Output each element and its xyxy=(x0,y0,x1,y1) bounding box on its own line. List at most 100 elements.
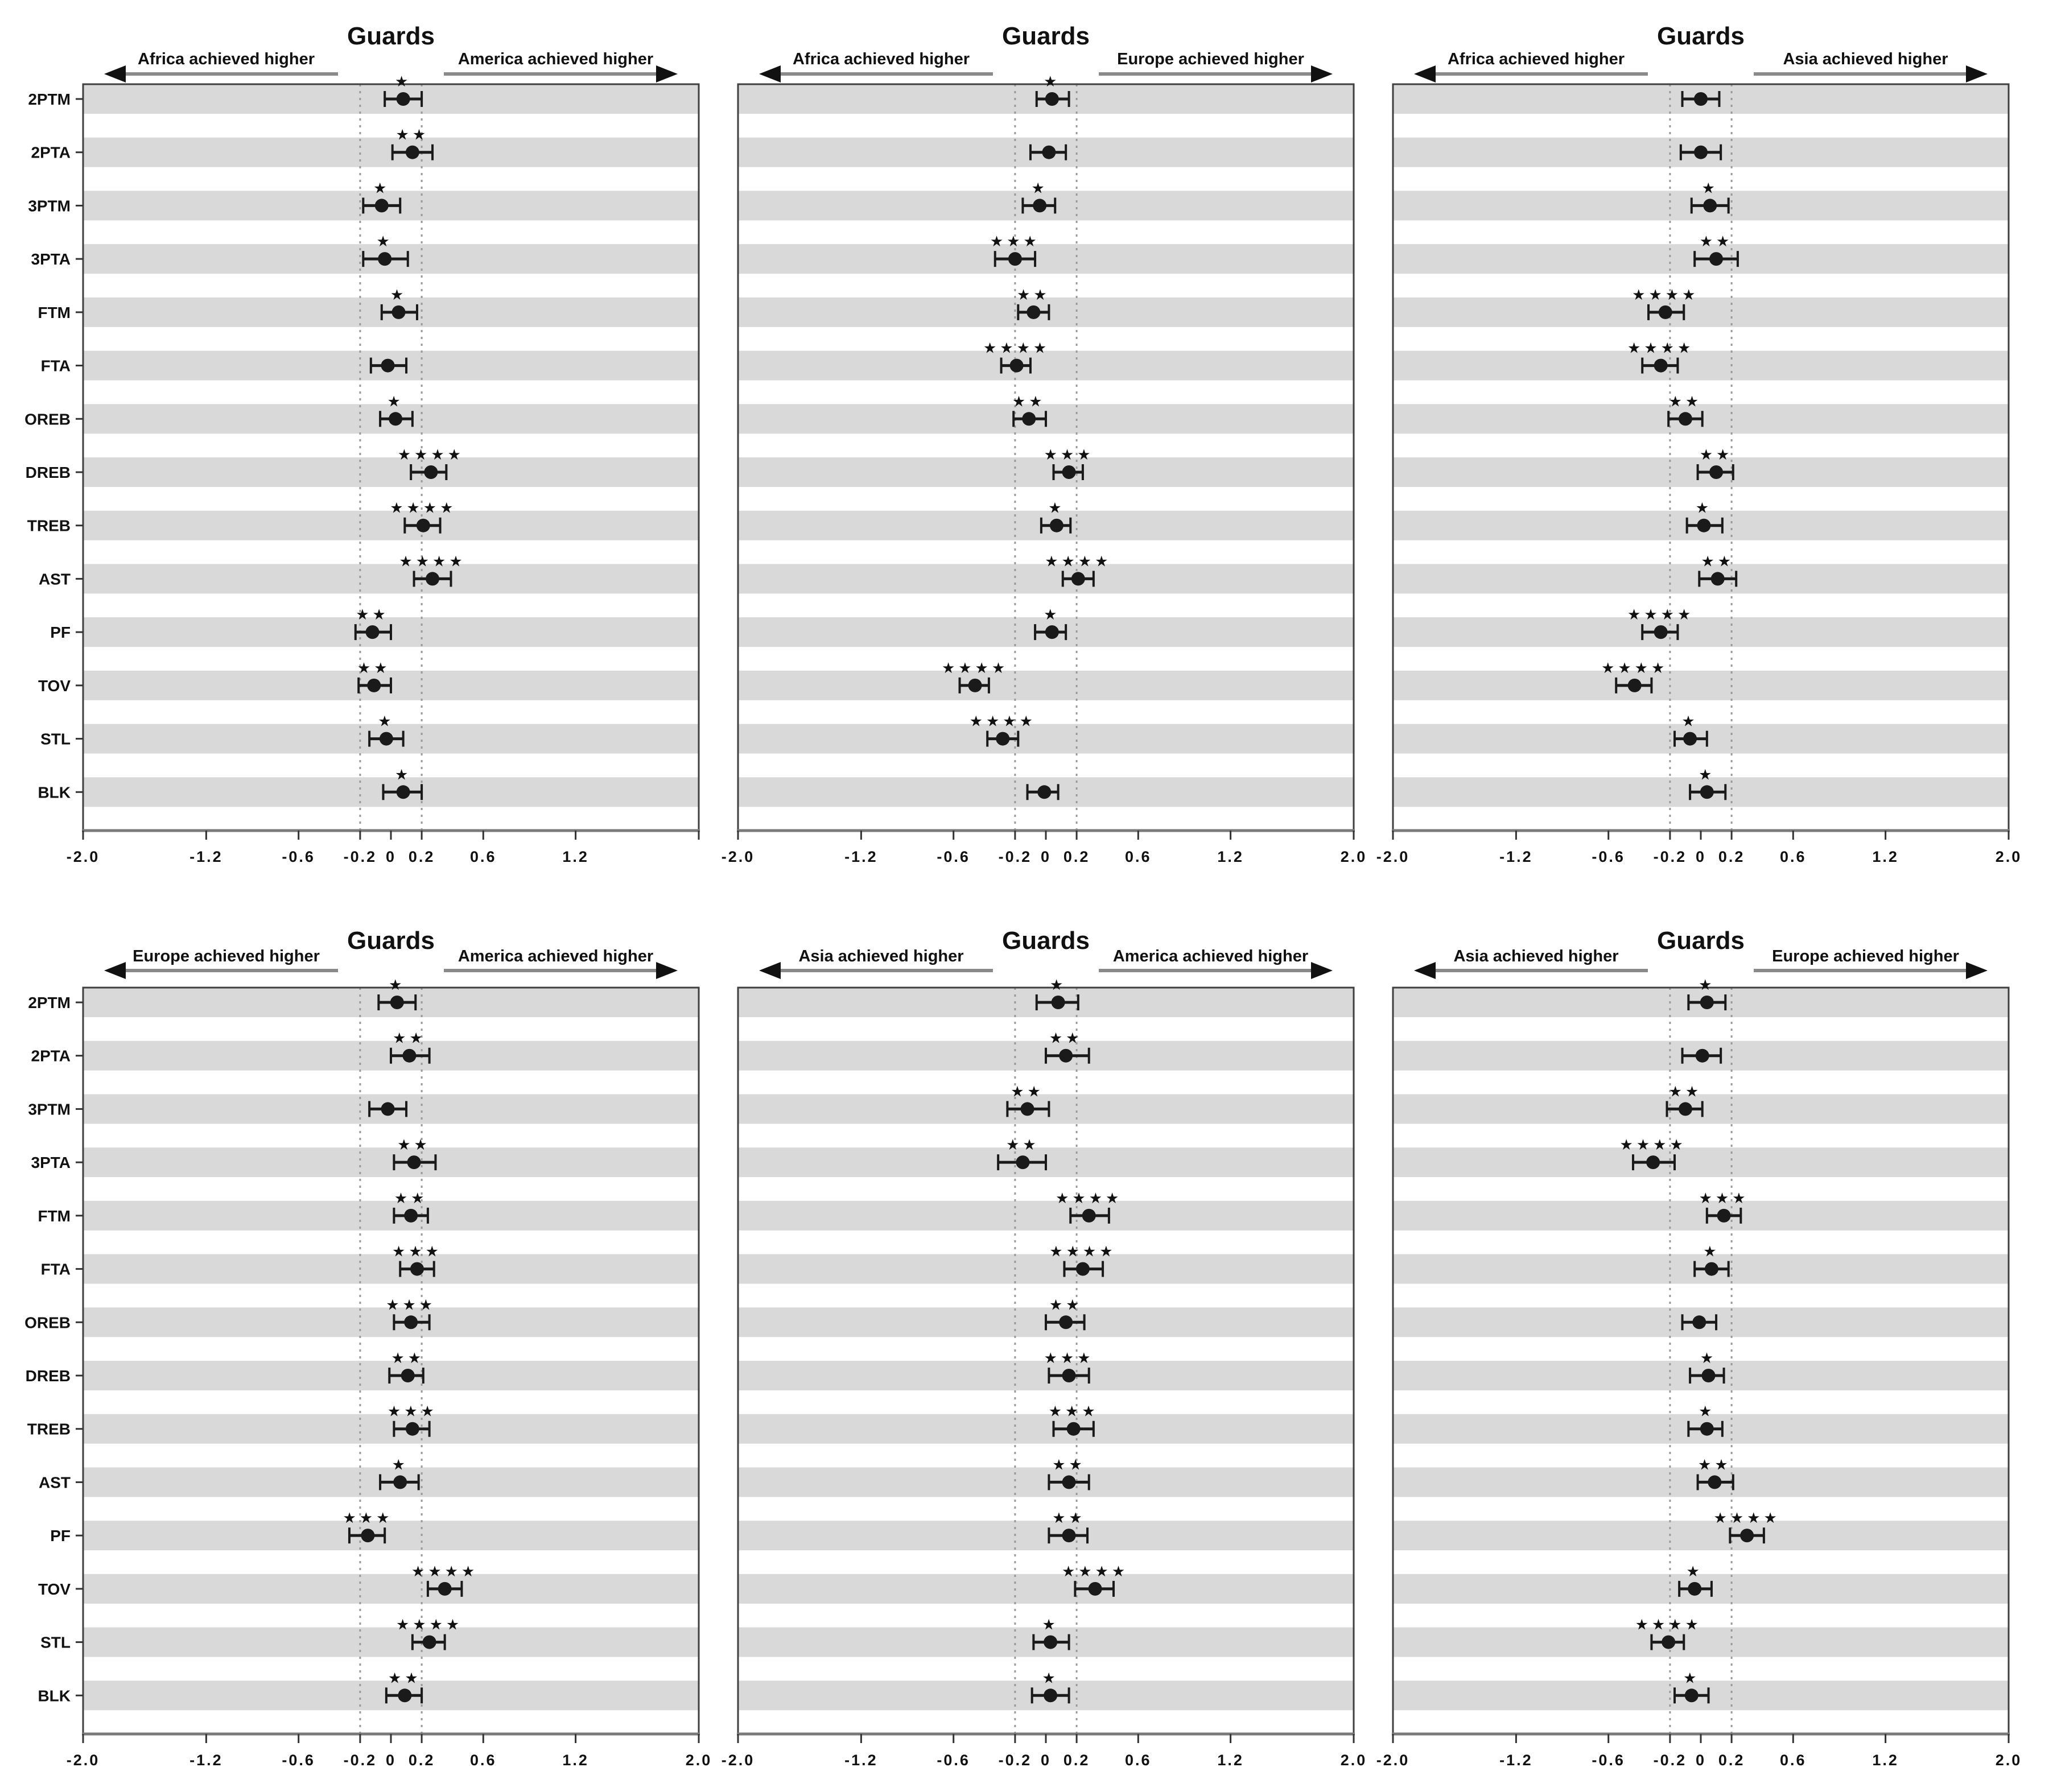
x-tick-label: -0.2 xyxy=(1654,848,1687,865)
estimate-marker: ★★ xyxy=(1666,1083,1704,1117)
y-category-label: 2PTA xyxy=(31,1047,71,1065)
significance-stars: ★★★★ xyxy=(983,340,1050,357)
point-estimate xyxy=(1700,996,1714,1009)
y-category-label: 3PTA xyxy=(31,250,71,268)
significance-stars: ★ xyxy=(1044,606,1060,623)
estimate-marker: ★★★★ xyxy=(1620,1136,1687,1171)
estimate-marker: ★★ xyxy=(1048,1456,1090,1490)
estimate-marker: ★ xyxy=(1693,1243,1730,1277)
x-tick-label: -2.0 xyxy=(722,1752,755,1769)
significance-stars: ★★ xyxy=(397,1136,431,1153)
row-band xyxy=(83,1521,699,1551)
estimate-marker: ★★ xyxy=(385,1669,423,1704)
significance-stars: ★★ xyxy=(1049,1296,1083,1313)
point-estimate xyxy=(391,305,406,319)
significance-stars: ★ xyxy=(1683,1669,1700,1686)
significance-stars: ★★★★ xyxy=(411,1563,478,1580)
estimate-marker: ★★ xyxy=(1017,286,1050,320)
right-direction-label: America achieved higher xyxy=(458,50,653,68)
significance-stars: ★ xyxy=(1032,179,1048,196)
x-tick-label: 0 xyxy=(1041,1752,1051,1769)
estimate-marker: ★ xyxy=(1678,1563,1713,1597)
x-tick-label: -0.2 xyxy=(999,1752,1032,1769)
x-tick-label: -0.2 xyxy=(344,1752,377,1769)
left-direction-label: Africa achieved higher xyxy=(138,50,315,68)
significance-stars: ★★★ xyxy=(343,1509,393,1526)
point-estimate xyxy=(996,732,1010,746)
y-category-label: FTM xyxy=(38,1207,71,1225)
point-estimate xyxy=(396,785,410,799)
x-tick-label: -1.2 xyxy=(189,1752,223,1769)
point-estimate xyxy=(1071,572,1085,586)
right-arrowhead-icon xyxy=(1966,962,1988,979)
x-tick-label: -2.0 xyxy=(722,848,755,865)
point-estimate xyxy=(968,678,982,692)
estimate-marker: ★ xyxy=(380,286,418,320)
row-band xyxy=(1393,617,2009,647)
significance-stars: ★ xyxy=(1699,976,1715,993)
significance-stars: ★★★★ xyxy=(390,499,456,517)
estimate-marker: ★★ xyxy=(1667,393,1704,427)
estimate-marker: ★★★★ xyxy=(1045,552,1108,587)
y-category-label: STL xyxy=(40,1634,71,1651)
x-tick-label: -2.0 xyxy=(1376,1752,1410,1769)
right-arrowhead-icon xyxy=(1311,65,1333,82)
significance-stars: ★★★★ xyxy=(1620,1136,1687,1153)
point-estimate xyxy=(1662,1635,1676,1649)
estimate-marker: ★ xyxy=(362,179,402,214)
point-estimate xyxy=(1045,92,1059,106)
significance-stars: ★★★★ xyxy=(1601,659,1668,676)
x-tick-label: -0.6 xyxy=(937,848,970,865)
row-band xyxy=(738,244,1354,274)
x-tick-label: 2.0 xyxy=(1996,848,2022,865)
row-band xyxy=(83,137,699,167)
estimate-marker xyxy=(1681,1047,1722,1064)
estimate-marker: ★ xyxy=(1035,73,1070,107)
significance-stars: ★ xyxy=(378,713,394,730)
point-estimate xyxy=(404,1315,418,1329)
right-arrowhead-icon xyxy=(656,962,678,979)
significance-stars: ★★★ xyxy=(1049,1403,1099,1420)
x-tick-label: 2.0 xyxy=(686,1752,712,1769)
estimate-marker xyxy=(1681,91,1721,107)
estimate-marker: ★ xyxy=(1034,606,1067,641)
significance-stars: ★★ xyxy=(356,606,389,623)
y-category-label: 2PTA xyxy=(31,144,71,162)
estimate-marker: ★★★ xyxy=(386,1296,436,1331)
significance-stars: ★ xyxy=(390,286,407,303)
y-category-label: DREB xyxy=(26,464,71,481)
y-category-label: OREB xyxy=(24,410,71,428)
point-estimate xyxy=(1700,785,1714,799)
x-tick-label: 1.2 xyxy=(1217,1752,1244,1769)
estimate-marker: ★ xyxy=(1687,976,1727,1010)
row-band xyxy=(738,1361,1354,1390)
y-category-label: OREB xyxy=(24,1314,71,1331)
point-estimate xyxy=(410,1262,424,1276)
x-tick-label: 0.2 xyxy=(1718,1752,1745,1769)
estimate-marker: ★★★ xyxy=(990,233,1037,267)
significance-stars: ★★★★ xyxy=(1632,286,1699,303)
estimate-marker: ★ xyxy=(1040,499,1072,534)
right-arrowhead-icon xyxy=(1966,65,1988,82)
significance-stars: ★ xyxy=(1687,1563,1703,1580)
significance-stars: ★★ xyxy=(1698,1456,1732,1473)
point-estimate xyxy=(1045,625,1059,639)
significance-stars: ★★★★ xyxy=(398,446,464,463)
x-tick-label: 0.6 xyxy=(1780,1752,1807,1769)
point-estimate xyxy=(1684,1688,1699,1703)
x-tick-label: 0.6 xyxy=(470,848,497,865)
row-band xyxy=(1393,1627,2009,1657)
estimate-marker: ★★★★ xyxy=(396,1616,459,1650)
estimate-marker: ★★★ xyxy=(392,1243,439,1277)
significance-stars: ★★★ xyxy=(1044,446,1094,463)
estimate-marker: ★★ xyxy=(390,1030,431,1064)
estimate-marker: ★ xyxy=(382,766,423,800)
significance-stars: ★★★ xyxy=(386,1296,436,1313)
x-tick-label: 0.6 xyxy=(1780,848,1807,865)
left-direction-label: Asia achieved higher xyxy=(1453,947,1618,965)
left-direction-label: Africa achieved higher xyxy=(793,50,970,68)
significance-stars: ★★★★ xyxy=(1062,1563,1128,1580)
point-estimate xyxy=(438,1582,452,1596)
row-band xyxy=(1393,1521,2009,1551)
